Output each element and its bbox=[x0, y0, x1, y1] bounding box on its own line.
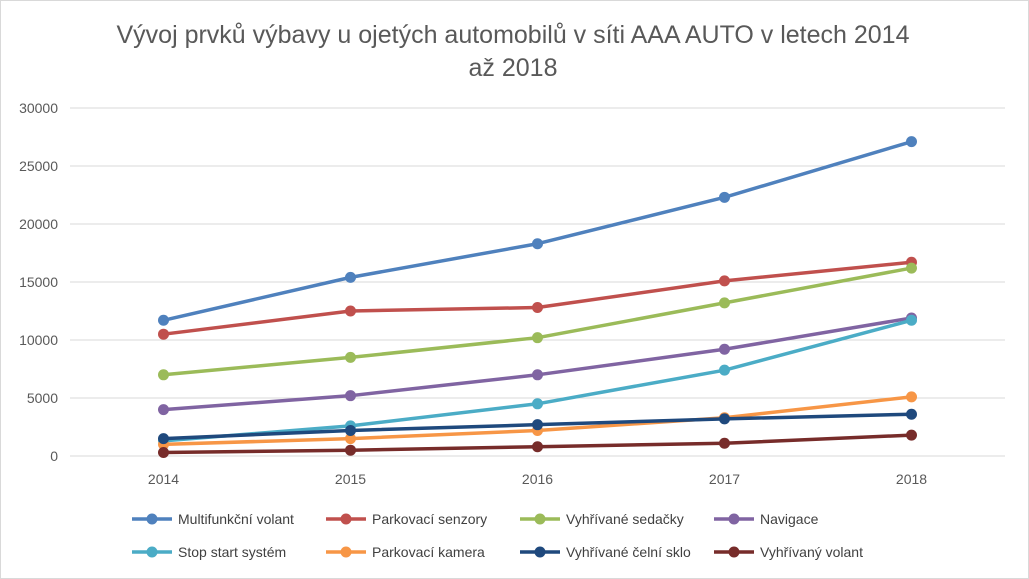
x-tick-label: 2015 bbox=[335, 471, 366, 487]
y-tick-label: 5000 bbox=[27, 390, 58, 406]
data-point bbox=[158, 369, 169, 381]
data-point bbox=[158, 433, 169, 445]
data-point bbox=[532, 441, 543, 453]
data-point bbox=[532, 238, 543, 250]
legend-label: Multifunkční volant bbox=[178, 511, 294, 527]
legend-item: Parkovací kamera bbox=[326, 544, 485, 560]
series-line bbox=[161, 260, 914, 336]
y-tick-label: 25000 bbox=[19, 158, 58, 174]
data-point bbox=[719, 191, 730, 203]
y-tick-label: 15000 bbox=[19, 274, 58, 290]
data-point bbox=[158, 314, 169, 326]
legend-swatch-marker bbox=[534, 513, 546, 525]
legend-label: Parkovací senzory bbox=[372, 511, 487, 527]
data-point bbox=[532, 398, 543, 410]
legend-item: Multifunkční volant bbox=[132, 511, 294, 527]
legend-label: Vyhřívané čelní sklo bbox=[566, 544, 691, 560]
y-tick-label: 10000 bbox=[19, 332, 58, 348]
legend-item: Vyhřívaný volant bbox=[714, 544, 863, 560]
x-tick-label: 2016 bbox=[522, 471, 553, 487]
data-point bbox=[345, 444, 356, 456]
data-point bbox=[719, 275, 730, 287]
data-point bbox=[906, 391, 917, 403]
data-point bbox=[345, 390, 356, 402]
series-line bbox=[161, 139, 914, 323]
data-point bbox=[906, 314, 917, 326]
data-point bbox=[906, 136, 917, 148]
legend-label: Vyhřívaný volant bbox=[760, 544, 863, 560]
legend-item: Parkovací senzory bbox=[326, 511, 487, 527]
data-point bbox=[345, 433, 356, 445]
data-point bbox=[906, 429, 917, 441]
series-1 bbox=[158, 256, 917, 340]
legend: Multifunkční volant Parkovací senzory Vyhř… bbox=[132, 511, 863, 560]
series-lines bbox=[158, 136, 917, 459]
legend-swatch-marker bbox=[534, 546, 546, 558]
legend-item: Stop start systém bbox=[132, 544, 286, 560]
legend-item: Vyhřívané sedačky bbox=[520, 511, 684, 527]
grid bbox=[70, 107, 1005, 457]
legend-swatch-marker bbox=[728, 546, 740, 558]
series-6 bbox=[158, 408, 917, 445]
data-point bbox=[158, 328, 169, 340]
legend-label: Vyhřívané sedačky bbox=[566, 511, 684, 527]
data-point bbox=[719, 437, 730, 449]
data-point bbox=[345, 351, 356, 363]
data-point bbox=[158, 447, 169, 459]
series-2 bbox=[158, 262, 917, 381]
legend-swatch-marker bbox=[340, 513, 352, 525]
data-point bbox=[719, 413, 730, 425]
series-0 bbox=[158, 136, 917, 326]
data-point bbox=[532, 302, 543, 314]
y-tick-label: 30000 bbox=[19, 100, 58, 116]
data-point bbox=[719, 364, 730, 376]
legend-label: Navigace bbox=[760, 511, 819, 527]
chart-title-line-1: Vývoj prvků výbavy u ojetých automobilů … bbox=[117, 21, 910, 49]
legend-swatch-marker bbox=[146, 546, 158, 558]
data-point bbox=[345, 424, 356, 436]
chart-title-line-2: až 2018 bbox=[469, 54, 558, 82]
legend-label: Parkovací kamera bbox=[372, 544, 485, 560]
data-point bbox=[345, 305, 356, 317]
data-point bbox=[532, 369, 543, 381]
x-tick-label: 2017 bbox=[709, 471, 740, 487]
x-axis-ticks: 2014 2015 2016 2017 2018 bbox=[148, 471, 927, 487]
data-point bbox=[158, 404, 169, 416]
legend-swatch-marker bbox=[728, 513, 740, 525]
legend-swatch-marker bbox=[146, 513, 158, 525]
legend-label: Stop start systém bbox=[178, 544, 286, 560]
x-tick-label: 2014 bbox=[148, 471, 179, 487]
legend-swatch-marker bbox=[340, 546, 352, 558]
data-point bbox=[906, 262, 917, 274]
legend-item: Navigace bbox=[714, 511, 819, 527]
y-tick-label: 20000 bbox=[19, 216, 58, 232]
data-point bbox=[532, 332, 543, 344]
series-7 bbox=[158, 429, 917, 459]
data-point bbox=[906, 408, 917, 420]
data-point bbox=[719, 343, 730, 355]
data-point bbox=[345, 271, 356, 283]
y-axis-ticks: 0 5000 10000 15000 20000 25000 30000 bbox=[19, 100, 58, 464]
y-tick-label: 0 bbox=[50, 448, 58, 464]
legend-item: Vyhřívané čelní sklo bbox=[520, 544, 691, 560]
data-point bbox=[719, 297, 730, 309]
x-tick-label: 2018 bbox=[896, 471, 927, 487]
data-point bbox=[532, 419, 543, 431]
